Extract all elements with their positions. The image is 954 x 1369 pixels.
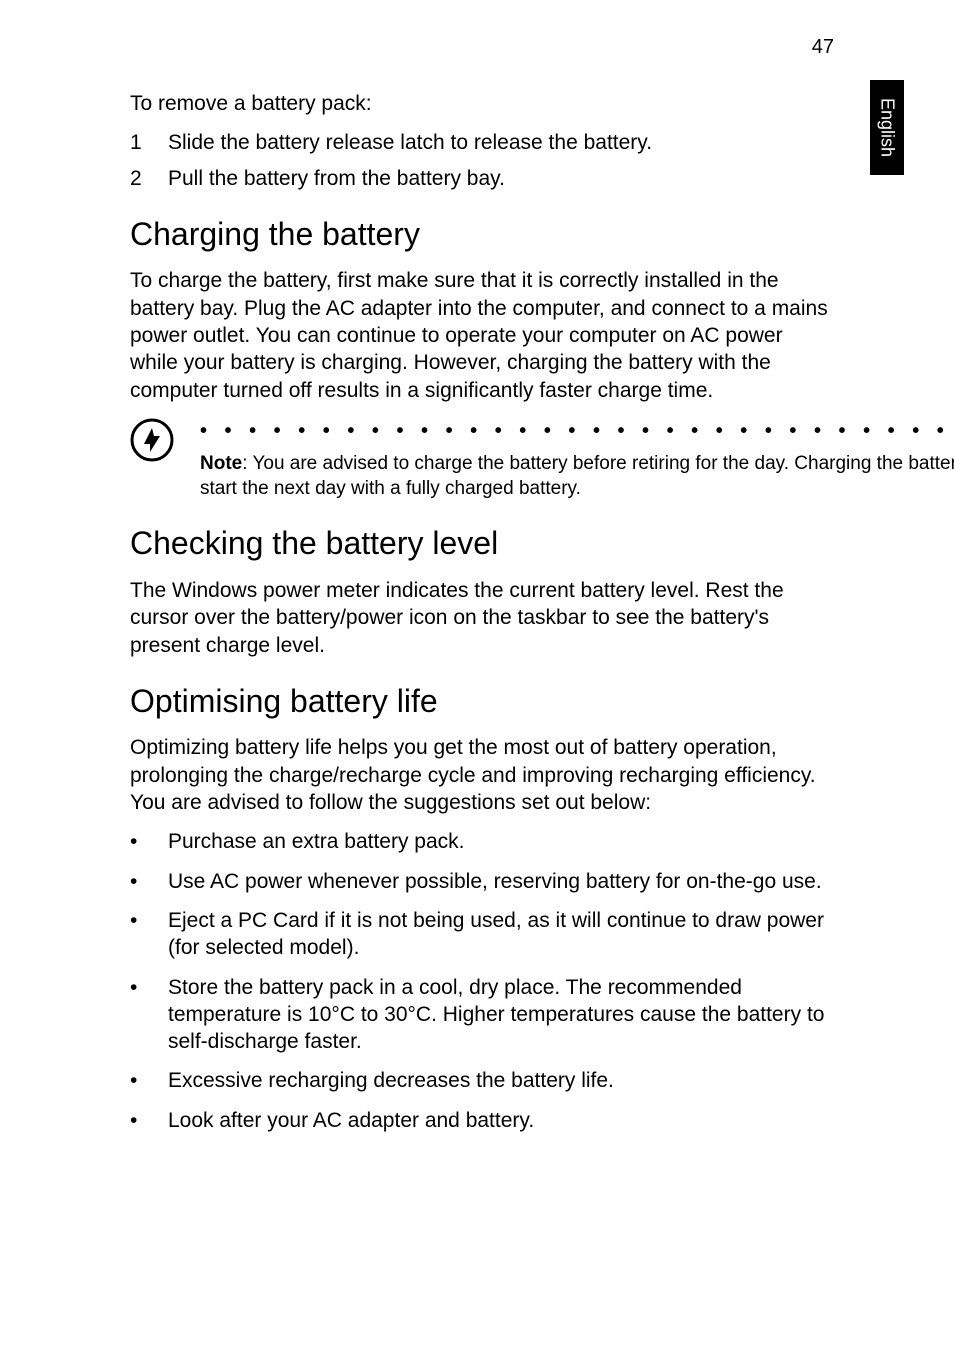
step-number: 2 [130,165,168,192]
bullet-text: Use AC power whenever possible, reservin… [168,868,822,895]
bullet-item: • Use AC power whenever possible, reserv… [130,868,834,895]
bullet-item: • Look after your AC adapter and battery… [130,1107,834,1134]
bullet-marker: • [130,828,168,855]
bullet-text: Excessive recharging decreases the batte… [168,1067,614,1094]
document-page: 47 English To remove a battery pack: 1 S… [0,0,954,1369]
heading-optimising: Optimising battery life [130,681,834,723]
note-label: Note [200,453,242,474]
language-tab: English [870,80,904,175]
bullet-marker: • [130,868,168,895]
note-divider: • • • • • • • • • • • • • • • • • • • • … [200,418,954,444]
note-icon [130,418,200,501]
page-number: 47 [812,36,834,59]
step-number: 1 [130,129,168,156]
note-block: • • • • • • • • • • • • • • • • • • • • … [130,418,834,501]
step-1: 1 Slide the battery release latch to rel… [130,129,834,156]
optimising-intro: Optimizing battery life helps you get th… [130,734,834,816]
heading-checking: Checking the battery level [130,523,834,565]
bullet-text: Store the battery pack in a cool, dry pl… [168,974,834,1056]
bullet-text: Purchase an extra battery pack. [168,828,465,855]
note-body: • • • • • • • • • • • • • • • • • • • • … [200,418,954,501]
bullet-text: Look after your AC adapter and battery. [168,1107,534,1134]
step-text: Slide the battery release latch to relea… [168,129,652,156]
bullet-marker: • [130,1067,168,1094]
bullet-item: • Purchase an extra battery pack. [130,828,834,855]
step-2: 2 Pull the battery from the battery bay. [130,165,834,192]
bullet-text: Eject a PC Card if it is not being used,… [168,907,834,962]
bullet-marker: • [130,907,168,962]
bullet-marker: • [130,974,168,1056]
note-text: Note: You are advised to charge the batt… [200,452,954,501]
intro-paragraph: To remove a battery pack: [130,90,834,117]
bullet-marker: • [130,1107,168,1134]
note-content: : You are advised to charge the battery … [200,453,954,499]
page-body: To remove a battery pack: 1 Slide the ba… [130,90,834,1134]
checking-paragraph: The Windows power meter indicates the cu… [130,577,834,659]
charging-paragraph: To charge the battery, first make sure t… [130,267,834,403]
optimising-bullets: • Purchase an extra battery pack. • Use … [130,828,834,1134]
bullet-item: • Store the battery pack in a cool, dry … [130,974,834,1056]
heading-charging: Charging the battery [130,214,834,256]
step-text: Pull the battery from the battery bay. [168,165,505,192]
bullet-item: • Excessive recharging decreases the bat… [130,1067,834,1094]
bullet-item: • Eject a PC Card if it is not being use… [130,907,834,962]
remove-battery-steps: 1 Slide the battery release latch to rel… [130,129,834,192]
